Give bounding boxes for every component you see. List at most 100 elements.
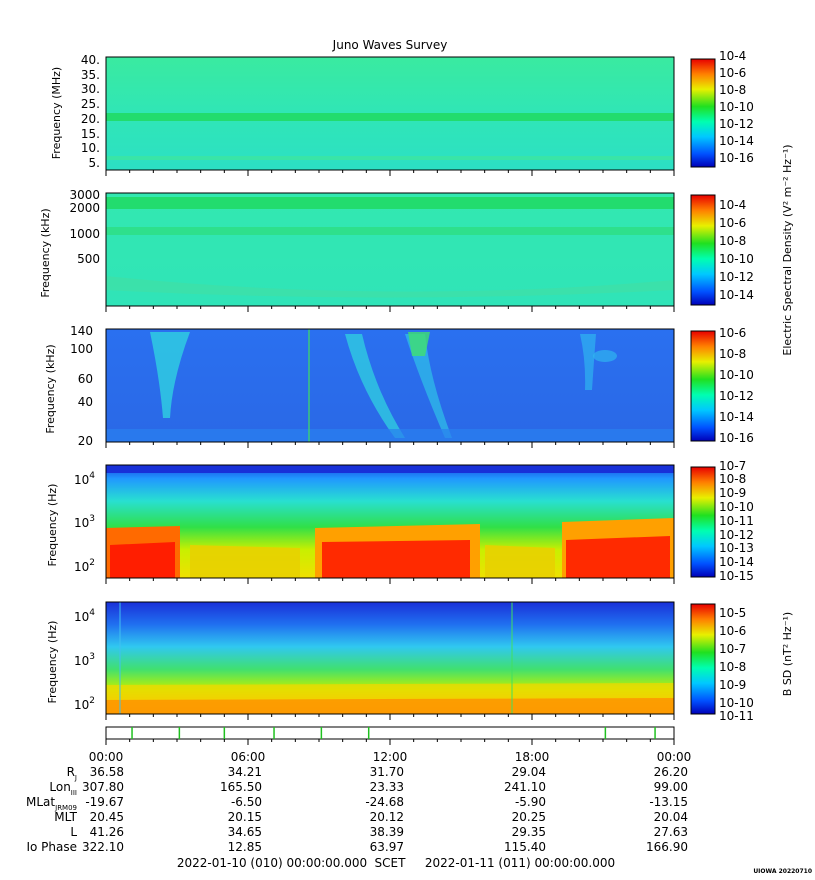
cbar-tick: 10-14	[719, 134, 754, 148]
ephemeris-value: 31.70	[370, 765, 404, 779]
ylabel-lfr-high: Frequency (kHz)	[44, 344, 57, 433]
cbar-tick: 10-10	[719, 368, 754, 382]
time-label: 00:00	[657, 750, 692, 764]
ytick: 10.	[81, 141, 100, 155]
colorbar-label-electric: Electric Spectral Density (V² m⁻² Hz⁻¹)	[781, 144, 794, 355]
ephemeris-value: 165.50	[220, 780, 262, 794]
cbar-ticks-hfr-low: 10-4 10-6 10-8 10-10 10-12 10-14	[719, 198, 754, 302]
ephemeris-value: 20.45	[90, 810, 124, 824]
cbar-tick: 10-8	[719, 234, 746, 248]
emission-arc	[405, 334, 452, 438]
ephemeris-value: 26.20	[654, 765, 688, 779]
panel-lfr-low: Frequency (Hz) 104 103 102 10-7 10-8 10-…	[46, 459, 754, 583]
cbar-tick: 10-4	[719, 49, 746, 63]
ephemeris-label: LonIII	[49, 780, 77, 797]
colorbar-hfr-low	[690, 194, 716, 306]
cbar-tick: 10-12	[719, 270, 754, 284]
cbar-tick: 10-11	[719, 514, 754, 528]
cbar-tick: 10-6	[719, 216, 746, 230]
ephemeris-value: -6.50	[231, 795, 262, 809]
cbar-tick: 10-10	[719, 696, 754, 710]
band-8mhz	[106, 156, 674, 160]
ephemeris-value: 307.80	[82, 780, 124, 794]
lower-band	[106, 429, 674, 442]
colorbar-lfr-high	[690, 330, 716, 442]
ephemeris-value: 36.58	[90, 765, 124, 779]
time-label: 12:00	[373, 750, 408, 764]
time-labels: 00:00 06:00 12:00 18:00 00:00	[89, 750, 692, 764]
yticks-hfr-high: 40. 35. 30. 25. 20. 15. 10. 5.	[81, 53, 100, 170]
ephemeris-label: MLT	[54, 810, 77, 824]
ytick: 140	[70, 324, 93, 338]
cbar-tick: 10-14	[719, 555, 754, 569]
cbar-tick: 10-8	[719, 83, 746, 97]
cbar-tick: 10-8	[719, 660, 746, 674]
footer-scet: SCET	[375, 856, 407, 870]
ephemeris-value: 99.00	[654, 780, 688, 794]
emission-arc	[345, 334, 405, 438]
ephemeris-label: L	[70, 825, 77, 839]
ytick: 40	[78, 395, 93, 409]
credit-label: UIOWA 20220710	[753, 868, 812, 875]
time-label: 18:00	[515, 750, 550, 764]
ephemeris-value: 34.21	[228, 765, 262, 779]
ytick: 3000	[69, 188, 100, 202]
ephemeris-value: 12.85	[228, 840, 262, 854]
ytick: 20	[78, 434, 93, 448]
ytick: 2000	[69, 201, 100, 215]
band-200khz	[106, 276, 674, 298]
ylabel-hfr-low: Frequency (kHz)	[39, 208, 52, 297]
yticks-lfr-low: 104 103 102	[74, 471, 95, 574]
ytick: 104	[74, 608, 95, 624]
ytick: 103	[74, 652, 95, 668]
cbar-tick: 10-10	[719, 252, 754, 266]
cbar-tick: 10-12	[719, 528, 754, 542]
cbar-tick: 10-4	[719, 198, 746, 212]
cbar-tick: 10-9	[719, 678, 746, 692]
panel-hfr-low: Frequency (kHz) 3000 2000 1000 500 10-4 …	[39, 188, 754, 307]
ytick: 15.	[81, 127, 100, 141]
colorbar-magnetic	[690, 603, 716, 715]
ephemeris-value: 29.35	[512, 825, 546, 839]
cbar-tick: 10-16	[719, 151, 754, 165]
event-marks	[131, 727, 656, 739]
ephemeris-value: 322.10	[82, 840, 124, 854]
ephemeris-value: 115.40	[504, 840, 546, 854]
cbar-tick: 10-11	[719, 709, 754, 723]
cbar-tick: 10-6	[719, 624, 746, 638]
cbar-tick: 10-14	[719, 410, 754, 424]
ytick: 103	[74, 514, 95, 530]
emission-core	[110, 542, 175, 578]
ytick: 30.	[81, 82, 100, 96]
ephemeris-value: 166.90	[646, 840, 688, 854]
cbar-tick: 10-12	[719, 389, 754, 403]
ephemeris-label: Io Phase	[26, 840, 77, 854]
ephemeris-value: 29.04	[512, 765, 546, 779]
yticks-lfr-high: 140 100 60 40 20	[70, 324, 93, 448]
cbar-tick: 10-16	[719, 431, 754, 445]
ephemeris-table: RJ 36.58 34.21 31.70 29.04 26.20 LonIII 307.80 1…	[26, 765, 688, 854]
cbar-tick: 10-6	[719, 326, 746, 340]
ytick: 102	[74, 696, 95, 712]
panel-lfr-high: Frequency (kHz) 140 100 60 40 20 10-6 10…	[44, 324, 754, 448]
cbar-tick: 10-15	[719, 569, 754, 583]
ephemeris-value: 63.97	[370, 840, 404, 854]
ytick: 104	[74, 471, 95, 487]
cbar-tick: 10-12	[719, 117, 754, 131]
ytick: 20.	[81, 112, 100, 126]
footer-end-time: 2022-01-11 (011) 00:00:00.000	[425, 856, 615, 870]
cbar-tick: 10-5	[719, 606, 746, 620]
ytick: 102	[74, 558, 95, 574]
event-strip	[105, 726, 675, 740]
cbar-ticks-hfr-high: 10-4 10-6 10-8 10-10 10-12 10-14 10-16	[719, 49, 754, 165]
ytick: 60	[78, 372, 93, 386]
colorbar-hfr-high	[690, 58, 716, 168]
cbar-tick: 10-6	[719, 66, 746, 80]
band-1000khz	[106, 227, 674, 235]
cbar-tick: 10-10	[719, 100, 754, 114]
ephemeris-value: 41.26	[90, 825, 124, 839]
ephemeris-value: 20.25	[512, 810, 546, 824]
ytick: 40.	[81, 53, 100, 67]
cbar-tick: 10-7	[719, 642, 746, 656]
